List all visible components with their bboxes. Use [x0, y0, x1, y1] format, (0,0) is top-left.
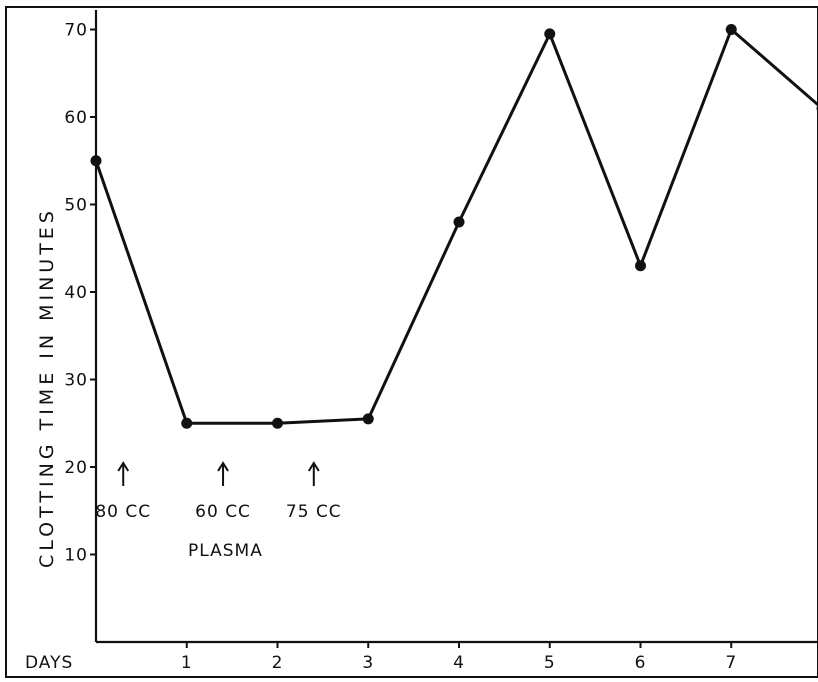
y-tick-label-70: 70: [64, 21, 88, 41]
plasma-dose-2: 60 CC: [195, 461, 251, 522]
axis-ticks: 1 2 3 4 5 6 7 10 20 30 40 50 60 70: [64, 21, 737, 674]
dose-arrowhead-1: [117, 461, 130, 472]
x-tick-label-1: 1: [181, 653, 193, 673]
plasma-dose-1: 80 CC: [95, 461, 151, 522]
data-point-day-5: [544, 28, 556, 40]
y-tick-label-30: 30: [64, 371, 88, 391]
data-point-day-7: [725, 24, 737, 35]
dose-label-2: 60 CC: [195, 502, 251, 522]
dose-arrowhead-3: [307, 461, 320, 472]
data-point-day-6: [635, 260, 646, 272]
plasma-dose-3: 75 CC: [286, 461, 342, 522]
dose-arrowhead-2: [217, 461, 229, 472]
y-tick-label-10: 10: [64, 546, 88, 566]
y-tick-label-40: 40: [64, 283, 88, 303]
y-tick-label-50: 50: [64, 196, 88, 216]
dose-label-1: 80 CC: [95, 502, 151, 522]
x-tick-label-5: 5: [544, 653, 556, 673]
x-tick-label-6: 6: [635, 653, 647, 673]
x-tick-label-4: 4: [453, 653, 465, 673]
plasma-annotations: 80 CC 60 CC 75 CC: [95, 461, 342, 522]
plasma-label: PLASMA: [188, 541, 263, 561]
figure-frame: [5, 6, 818, 678]
plot-area: [90, 24, 818, 429]
data-point-day-2: [272, 417, 283, 429]
y-axis-title: CLOTTING TIME IN MINUTES: [36, 207, 58, 568]
x-tick-label-7: 7: [725, 653, 737, 673]
data-point-day-1: [181, 417, 193, 429]
dose-label-3: 75 CC: [286, 502, 342, 522]
x-tick-label-2: 2: [272, 653, 284, 673]
x-tick-label-3: 3: [362, 653, 374, 673]
data-point-day-0: [90, 155, 102, 167]
data-point-day-3: [362, 413, 374, 425]
y-tick-label-20: 20: [64, 458, 88, 478]
x-axis-title: DAYS: [25, 653, 73, 673]
data-point-day-4: [453, 216, 465, 228]
y-tick-label-60: 60: [64, 108, 88, 128]
